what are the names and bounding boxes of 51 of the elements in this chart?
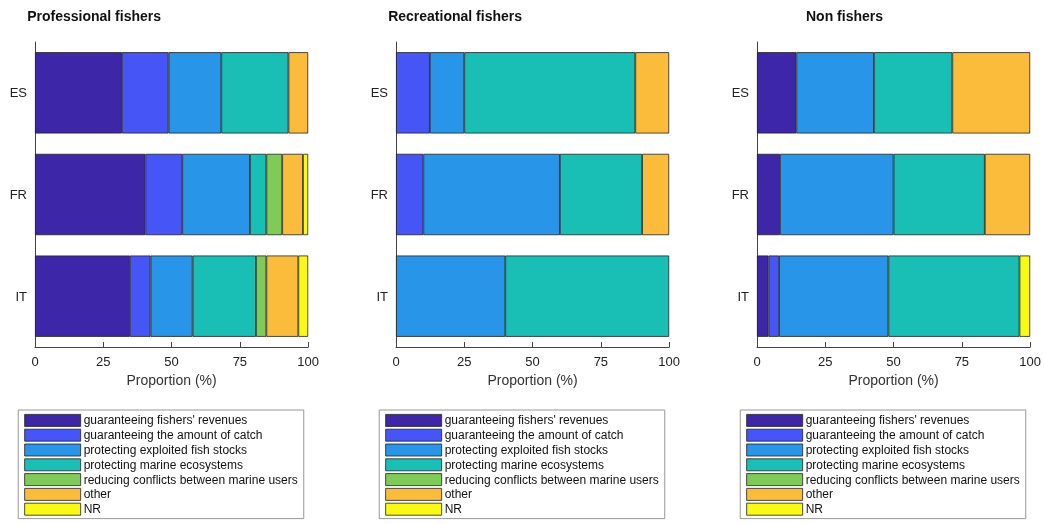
legend-label: other xyxy=(444,487,473,502)
legend-label: guaranteeing fishers' revenues xyxy=(444,413,609,428)
legend-label: NR xyxy=(83,502,102,517)
legend-label: protecting exploited fish stocks xyxy=(83,443,248,457)
legend-label: reducing conflicts between marine users xyxy=(83,472,298,487)
x-axis-title: Proportion (%) xyxy=(848,371,939,388)
legend-label: protecting marine ecosystems xyxy=(805,457,966,472)
y-tick-label: FR xyxy=(731,187,749,202)
legend-label: guaranteeing the amount of catch xyxy=(83,428,263,443)
x-axis-title: Proportion (%) xyxy=(487,371,578,388)
x-tick-label: 75 xyxy=(954,354,970,369)
x-tick-label: 50 xyxy=(525,354,540,369)
y-tick-label: FR xyxy=(370,187,388,202)
y-tick-label: ES xyxy=(9,85,28,101)
y-tick-label: IT xyxy=(376,288,389,304)
x-tick-label: 25 xyxy=(96,354,111,369)
y-tick-label: IT xyxy=(737,288,750,304)
legend-label: protecting marine ecosystems xyxy=(83,457,244,472)
legend-label: protecting exploited fish stocks xyxy=(444,443,609,457)
x-tick-label: 25 xyxy=(457,354,472,369)
legend-label: NR xyxy=(805,502,824,517)
x-tick-label: 0 xyxy=(31,354,39,369)
x-tick-label: 100 xyxy=(658,354,681,369)
chart-title: Recreational fishers xyxy=(388,8,523,24)
y-tick-label: ES xyxy=(370,85,389,101)
x-tick-label: 0 xyxy=(753,354,761,369)
legend-label: protecting exploited fish stocks xyxy=(805,443,970,457)
x-axis-title: Proportion (%) xyxy=(126,371,217,388)
x-tick-label: 50 xyxy=(886,354,901,369)
y-tick-label: IT xyxy=(15,288,28,304)
x-tick-label: 75 xyxy=(232,354,248,369)
legend-label: guaranteeing the amount of catch xyxy=(805,428,985,443)
legend-label: other xyxy=(83,487,112,502)
chart-title: Professional fishers xyxy=(27,8,162,24)
y-tick-label: ES xyxy=(731,85,750,101)
legend-label: guaranteeing the amount of catch xyxy=(444,428,624,443)
legend-label: reducing conflicts between marine users xyxy=(444,472,659,487)
x-tick-label: 50 xyxy=(164,354,179,369)
legend-label: other xyxy=(805,487,834,502)
y-tick-label: FR xyxy=(9,187,27,202)
chart-title: Non fishers xyxy=(805,8,884,24)
legend-label: reducing conflicts between marine users xyxy=(805,472,1020,487)
legend-label: guaranteeing fishers' revenues xyxy=(83,413,248,428)
x-tick-label: 25 xyxy=(818,354,833,369)
legend-label: guaranteeing fishers' revenues xyxy=(805,413,970,428)
x-tick-label: 100 xyxy=(1019,354,1042,369)
legend-label: protecting marine ecosystems xyxy=(444,457,605,472)
x-tick-label: 0 xyxy=(392,354,400,369)
x-tick-label: 100 xyxy=(297,354,320,369)
x-tick-label: 75 xyxy=(593,354,609,369)
legend-label: NR xyxy=(444,502,463,517)
